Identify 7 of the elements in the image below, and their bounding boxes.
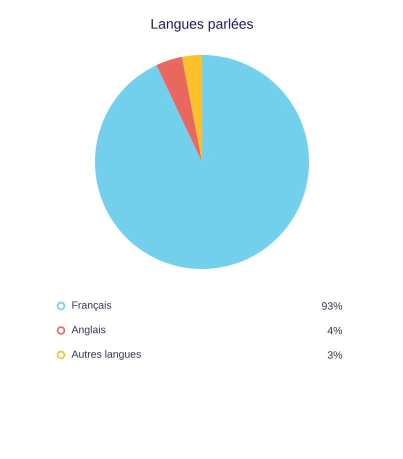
data-label: 3% <box>328 351 342 359</box>
data-label: 4% <box>328 326 342 334</box>
legend-label: Français <box>72 301 112 311</box>
legend-label: Autres langues <box>72 350 141 360</box>
data-label: 93% <box>322 302 342 310</box>
legend-label: Anglais <box>72 326 106 336</box>
chart-title: Langues parlées <box>152 18 254 32</box>
